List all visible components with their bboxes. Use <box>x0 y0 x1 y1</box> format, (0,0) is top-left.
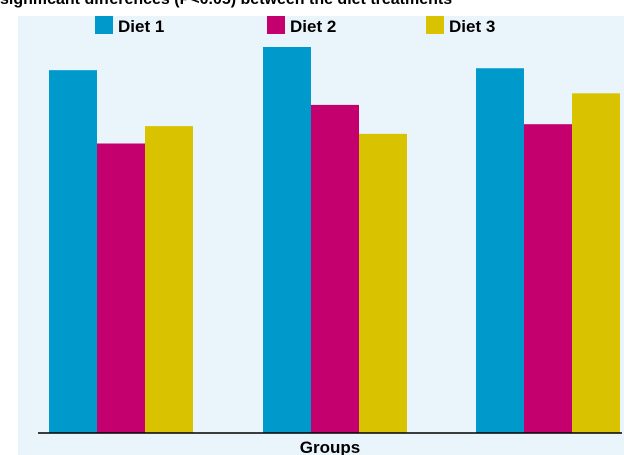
bar-diet-2-group-1 <box>97 143 145 433</box>
legend: Diet 1 Diet 2 Diet 3 <box>95 16 495 36</box>
bar-diet-3-group-3 <box>572 93 620 433</box>
bar-diet-3-group-2 <box>359 133 407 433</box>
x-axis-label: Groups <box>300 438 360 455</box>
bar-diet-1-group-3 <box>476 68 524 433</box>
legend-label-3: Diet 3 <box>449 17 495 36</box>
legend-swatch-2 <box>267 16 285 34</box>
header-text: significant differences (P<0.05) between… <box>0 0 624 9</box>
bar-diet-2-group-2 <box>311 104 359 434</box>
legend-label-1: Diet 1 <box>118 17 164 36</box>
legend-label-2: Diet 2 <box>290 17 336 36</box>
bar-diet-2-group-3 <box>524 124 572 433</box>
bar-diet-1-group-2 <box>263 47 311 433</box>
bar-diet-3-group-1 <box>145 126 193 433</box>
legend-swatch-3 <box>426 16 444 34</box>
legend-swatch-1 <box>95 16 113 34</box>
bars <box>49 47 620 434</box>
bar-diet-1-group-1 <box>49 70 97 433</box>
